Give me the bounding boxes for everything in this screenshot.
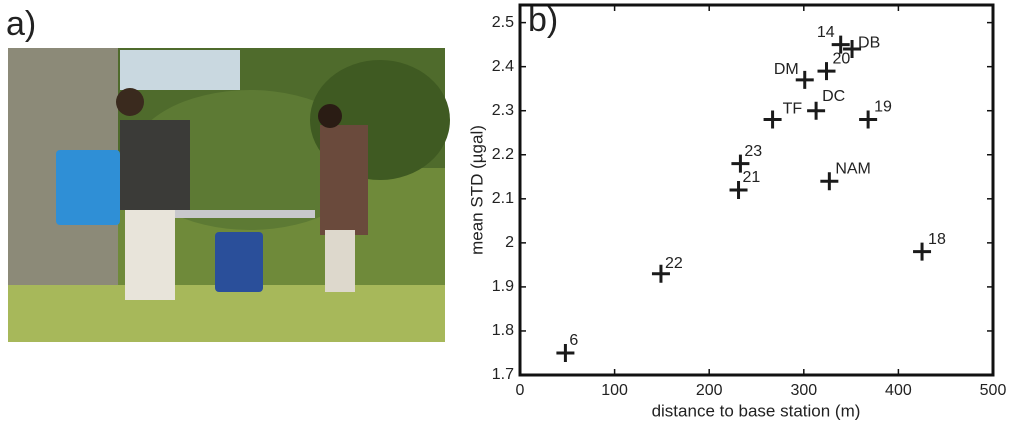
y-axis-label: mean STD (µgal) — [467, 125, 486, 255]
x-axis-label: distance to base station (m) — [652, 401, 861, 420]
y-tick-label: 1.9 — [492, 278, 514, 295]
x-tick-label: 500 — [980, 382, 1007, 399]
point-label: 22 — [665, 255, 683, 272]
data-point — [651, 264, 670, 283]
data-point — [807, 101, 826, 120]
y-tick-label: 2.5 — [492, 14, 514, 31]
point-label: 14 — [817, 24, 835, 41]
panel-label: b) — [528, 1, 558, 39]
point-label: 18 — [928, 231, 946, 248]
x-tick-label: 300 — [790, 382, 817, 399]
y-tick-label: 2.4 — [492, 58, 514, 75]
x-tick-label: 400 — [885, 382, 912, 399]
data-point — [795, 70, 814, 89]
y-tick-label: 2.2 — [492, 146, 514, 163]
y-tick-label: 1.8 — [492, 322, 514, 339]
point-label: 6 — [569, 332, 578, 349]
y-tick-label: 1.7 — [492, 366, 514, 383]
x-tick-label: 200 — [696, 382, 723, 399]
panel-label: a) — [6, 5, 36, 43]
y-tick-label: 2 — [505, 234, 514, 251]
point-label: 20 — [833, 50, 851, 67]
y-tick-label: 2.1 — [492, 190, 514, 207]
y-tick-label: 2.3 — [492, 102, 514, 119]
point-label: DC — [822, 88, 845, 105]
x-tick-label: 0 — [516, 382, 525, 399]
point-label: DB — [858, 34, 880, 51]
x-tick-label: 100 — [601, 382, 628, 399]
data-point — [859, 110, 878, 129]
data-point — [763, 110, 782, 129]
point-label: TF — [783, 101, 803, 118]
data-point — [729, 181, 748, 199]
data-point — [820, 172, 839, 191]
data-point — [556, 343, 575, 362]
data-point — [843, 40, 862, 59]
point-label: 21 — [743, 169, 761, 186]
point-label: NAM — [835, 160, 871, 177]
data-point — [731, 154, 750, 173]
point-label: 19 — [874, 99, 892, 116]
plot-frame — [518, 3, 995, 377]
photo — [8, 48, 450, 342]
point-label: DM — [774, 61, 799, 78]
data-point — [817, 62, 836, 81]
data-point — [831, 35, 850, 54]
data-point — [913, 242, 932, 261]
point-label: 23 — [744, 143, 762, 160]
